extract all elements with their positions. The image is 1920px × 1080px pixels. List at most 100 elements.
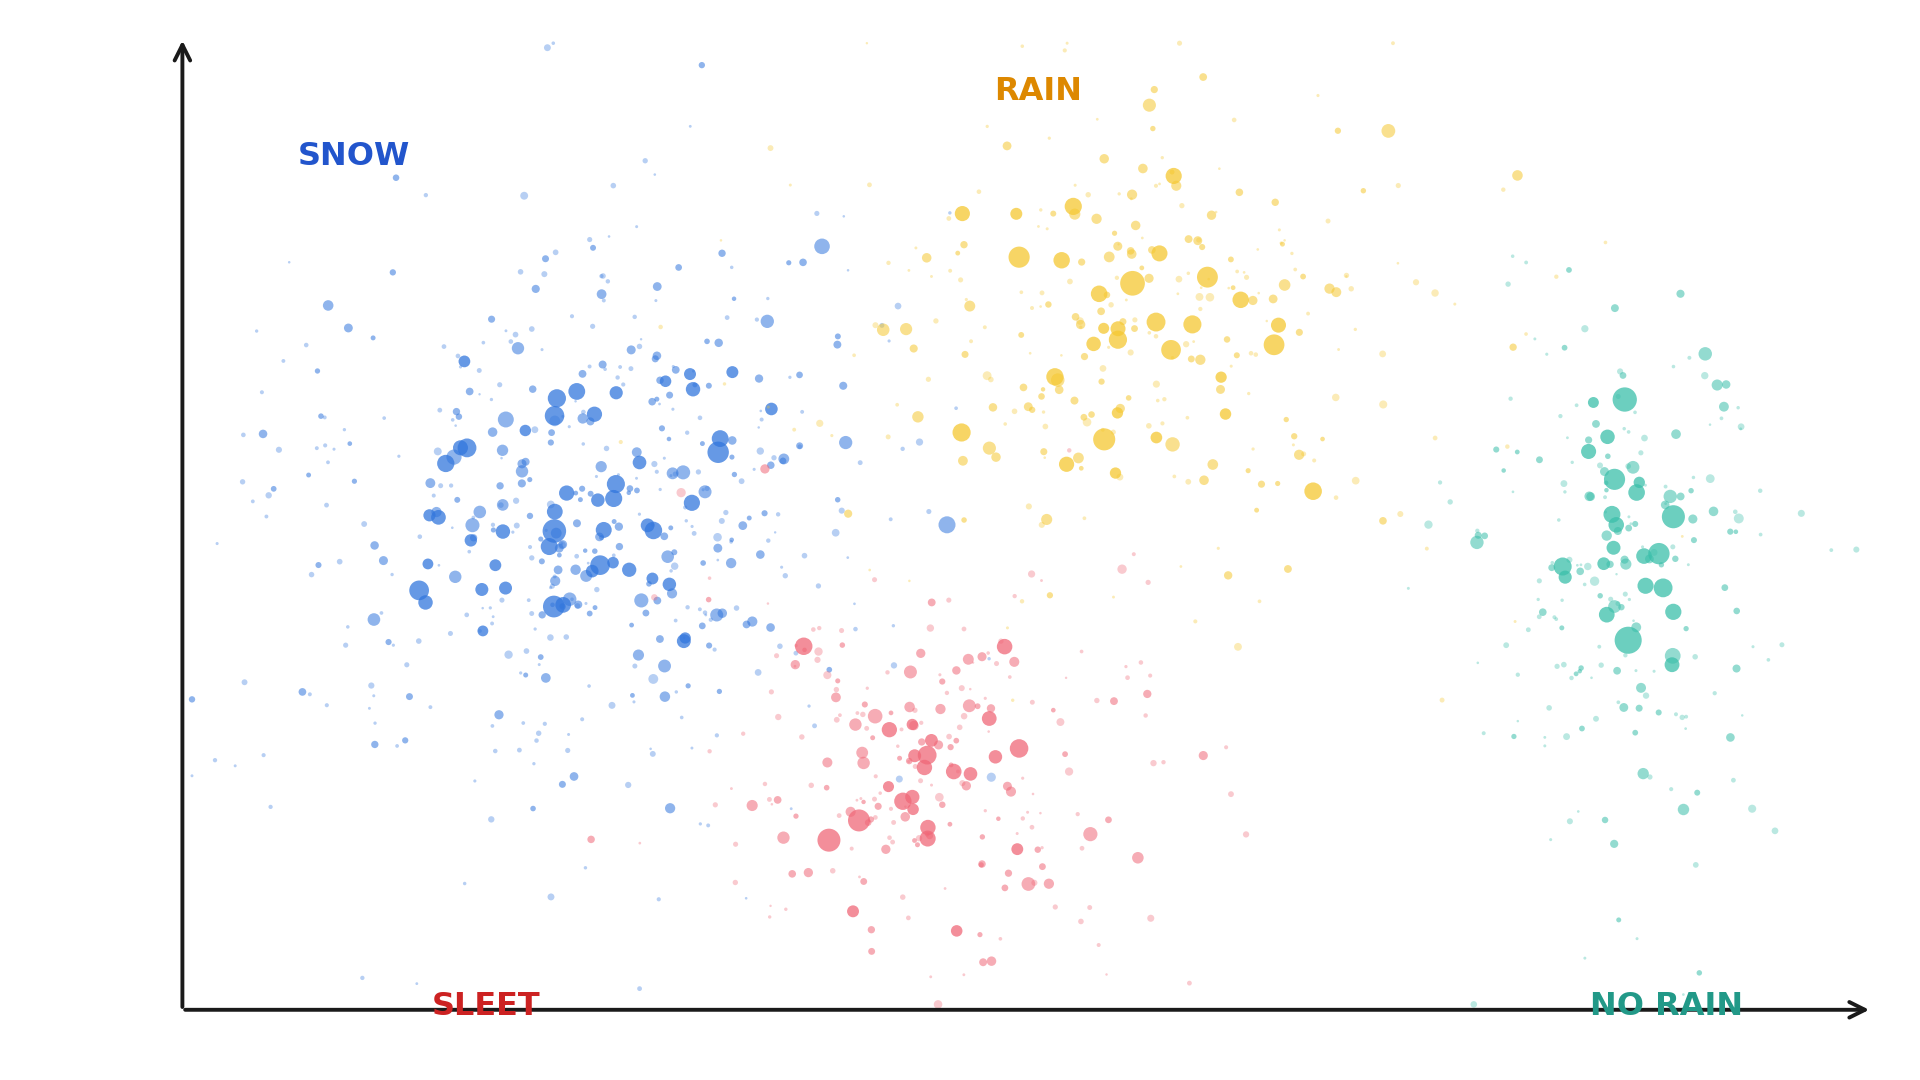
- Point: [756, 401, 787, 418]
- Point: [1069, 510, 1100, 527]
- Point: [426, 477, 457, 495]
- Point: [1592, 482, 1622, 499]
- Point: [1549, 656, 1580, 673]
- Point: [1488, 462, 1519, 480]
- Point: [1027, 284, 1058, 301]
- Point: [1630, 430, 1661, 447]
- Point: [1630, 687, 1661, 704]
- Point: [1183, 232, 1213, 249]
- Point: [1041, 899, 1071, 916]
- Point: [695, 743, 726, 760]
- Point: [246, 383, 276, 401]
- Point: [845, 789, 876, 807]
- Point: [536, 424, 566, 442]
- Point: [622, 482, 653, 499]
- Point: [1419, 430, 1450, 447]
- Point: [739, 461, 770, 478]
- Point: [1146, 415, 1177, 432]
- Point: [478, 608, 509, 625]
- Point: [641, 347, 672, 364]
- Point: [687, 56, 718, 73]
- Point: [687, 618, 718, 635]
- Point: [1025, 572, 1056, 590]
- Point: [177, 767, 207, 784]
- Point: [570, 860, 601, 877]
- Point: [1609, 391, 1640, 408]
- Point: [954, 697, 985, 714]
- Point: [380, 170, 411, 187]
- Point: [783, 366, 814, 383]
- Point: [1271, 410, 1302, 428]
- Point: [553, 742, 584, 759]
- Point: [359, 715, 390, 732]
- Point: [655, 467, 685, 484]
- Point: [616, 341, 647, 359]
- Point: [290, 336, 321, 353]
- Point: [1718, 771, 1749, 788]
- Point: [1331, 268, 1361, 285]
- Point: [599, 490, 630, 508]
- Point: [1098, 225, 1129, 242]
- Point: [557, 308, 588, 325]
- Point: [1069, 348, 1100, 365]
- Point: [1640, 663, 1670, 680]
- Point: [935, 262, 966, 280]
- Point: [1501, 444, 1532, 461]
- Point: [962, 698, 993, 715]
- Point: [538, 598, 568, 616]
- Point: [1620, 404, 1651, 421]
- Point: [605, 359, 636, 376]
- Point: [632, 516, 662, 534]
- Point: [1695, 470, 1726, 487]
- Point: [755, 619, 785, 636]
- Point: [874, 333, 904, 350]
- Point: [687, 481, 718, 498]
- Point: [1720, 660, 1751, 677]
- Point: [676, 517, 707, 535]
- Point: [1002, 840, 1033, 858]
- Point: [1035, 586, 1066, 604]
- Point: [914, 370, 945, 388]
- Point: [812, 754, 843, 771]
- Point: [716, 780, 747, 797]
- Point: [228, 427, 259, 444]
- Point: [520, 732, 551, 750]
- Point: [649, 658, 680, 675]
- Point: [513, 592, 543, 609]
- Point: [1463, 527, 1494, 544]
- Point: [367, 605, 397, 622]
- Point: [1066, 913, 1096, 930]
- Point: [876, 511, 906, 528]
- Point: [369, 409, 399, 427]
- Point: [1123, 849, 1154, 866]
- Point: [660, 465, 691, 483]
- Point: [505, 742, 536, 759]
- Point: [538, 35, 568, 52]
- Point: [1114, 389, 1144, 406]
- Point: [1258, 291, 1288, 308]
- Point: [672, 424, 703, 442]
- Point: [887, 720, 918, 738]
- Point: [467, 599, 497, 617]
- Point: [1221, 262, 1252, 280]
- Point: [566, 481, 597, 498]
- Point: [687, 435, 718, 453]
- Point: [1008, 379, 1039, 396]
- Point: [703, 540, 733, 557]
- Point: [1615, 591, 1645, 608]
- Point: [1670, 720, 1701, 738]
- Point: [856, 921, 887, 939]
- Point: [442, 491, 472, 509]
- Point: [883, 297, 914, 314]
- Point: [885, 750, 916, 767]
- Point: [1181, 612, 1212, 630]
- Point: [616, 360, 647, 377]
- Point: [1584, 588, 1615, 605]
- Point: [227, 473, 257, 490]
- Point: [622, 218, 653, 235]
- Point: [1261, 475, 1292, 492]
- Point: [972, 367, 1002, 384]
- Point: [685, 409, 716, 427]
- Point: [1085, 302, 1116, 320]
- Point: [668, 629, 699, 646]
